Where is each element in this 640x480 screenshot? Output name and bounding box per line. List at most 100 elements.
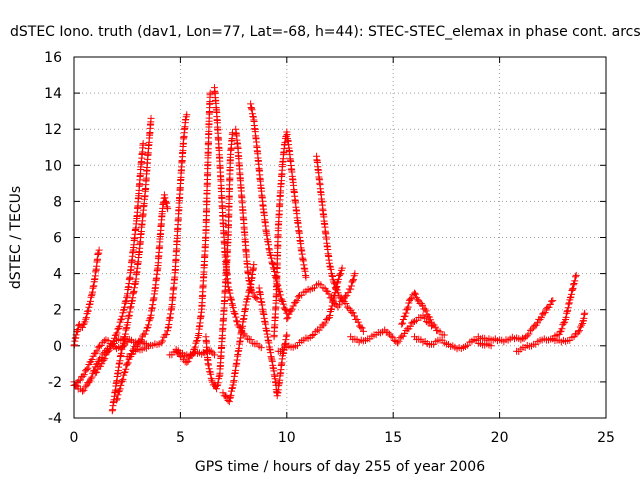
data-point [287,307,295,315]
data-point [206,89,214,97]
data-point [281,305,289,313]
data-point [417,300,425,308]
data-point [191,343,199,351]
data-point [569,284,577,292]
data-point [244,292,252,300]
data-point [227,295,235,303]
data-point [329,298,337,306]
data-point [310,331,318,339]
data-point [126,304,134,312]
data-point [250,261,258,269]
data-point [205,361,213,369]
data-point [279,300,287,308]
data-point [114,391,122,399]
data-point [229,304,237,312]
data-point [567,290,575,298]
data-arc [255,284,291,400]
data-arc [274,264,346,356]
data-point [242,332,250,340]
data-point [562,313,570,321]
data-point [408,319,416,327]
data-arc [123,111,191,361]
data-point [393,339,401,347]
data-point [85,301,93,309]
data-point [113,396,121,404]
data-point [338,264,346,272]
data-point [349,276,357,284]
y-tick-label: 0 [53,339,62,355]
data-point [315,326,323,334]
data-point [384,328,392,336]
data-point [104,347,112,355]
data-point [113,395,121,403]
data-point [570,281,578,289]
data-point [294,293,302,301]
data-point [244,335,252,343]
data-point [333,279,341,287]
data-point [100,356,108,364]
data-point [123,294,131,302]
data-point [113,329,121,337]
data-point [225,286,233,294]
data-point [354,318,362,326]
data-point [548,297,556,305]
data-point [526,326,534,334]
data-point [546,301,554,309]
data-arc [172,89,214,366]
data-point [162,331,170,339]
data-point [288,305,296,313]
data-point [160,191,168,199]
data-point [581,309,589,317]
x-tick-label: 10 [278,430,296,446]
data-point [84,307,92,315]
data-arc [347,312,436,347]
data-point [410,289,418,297]
data-point [80,371,88,379]
data-point [331,280,339,288]
data-point [215,372,223,380]
data-point [117,349,125,357]
data-point [517,336,525,344]
data-point [174,349,182,357]
data-point [117,316,125,324]
data-point [399,319,407,327]
y-tick-label: 10 [44,158,62,174]
data-point [127,303,135,311]
data-arc [219,261,258,406]
data-point [329,297,337,305]
data-point [124,319,132,327]
data-point [334,289,342,297]
data-point [143,324,151,332]
data-point [125,311,133,319]
data-point [339,296,347,304]
data-point [118,343,126,351]
data-point [83,366,91,374]
data-point [327,306,335,314]
data-point [302,273,310,281]
data-point [560,319,568,327]
grid-layer [74,57,606,418]
data-point [210,351,218,359]
data-point [549,297,557,305]
data-point [80,386,88,394]
data-point [184,357,192,365]
y-tick-label: 16 [44,50,62,66]
data-point [229,381,237,389]
data-point [326,312,334,320]
plot-frame [73,56,607,419]
data-point [335,275,343,283]
data-arc [210,84,265,352]
data-point [214,379,222,387]
data-point [343,292,351,300]
x-tick-label: 15 [384,430,402,446]
data-point [232,313,240,321]
data-point [136,337,144,345]
data-point [246,280,254,288]
data-point [118,377,126,385]
data-point [99,350,107,358]
data-point [79,323,87,331]
data-point [72,381,80,389]
data-point [422,318,430,326]
data-point [357,323,365,331]
data-point [122,298,130,306]
